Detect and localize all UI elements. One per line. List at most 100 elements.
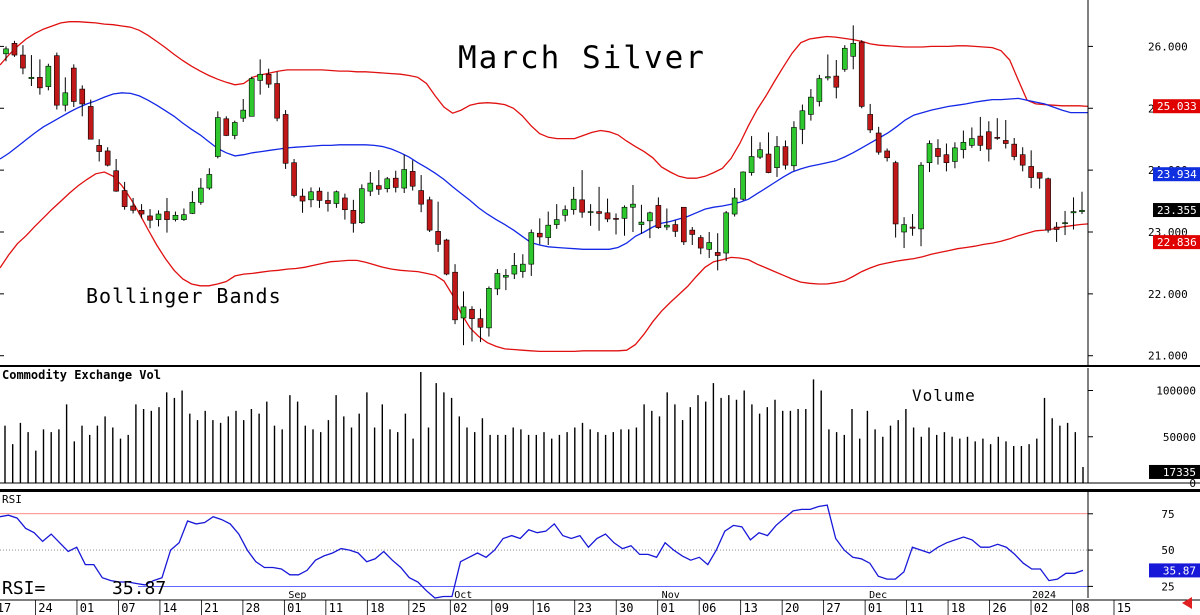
candle-body: [37, 77, 43, 89]
candle-body: [536, 232, 543, 238]
candle-body: [757, 149, 763, 158]
candle-body: [384, 178, 391, 189]
x-tick-label: 25: [412, 601, 426, 615]
volume-bars: [4, 372, 1084, 483]
scroll-back-arrow-icon[interactable]: [1182, 597, 1192, 609]
price-tag: [1153, 167, 1200, 182]
price-y-axis: 26.00025.00024.00023.00022.00021.00025.0…: [0, 0, 1200, 365]
candle-body: [808, 96, 814, 115]
candle-body: [257, 73, 263, 81]
candle-body: [570, 198, 577, 211]
candle-body: [333, 191, 340, 204]
candle-body: [672, 224, 679, 232]
chart-title: March Silver: [458, 40, 706, 76]
x-tick-label: 02: [1034, 601, 1048, 615]
x-tick-label: 21: [204, 601, 218, 615]
candle-body: [138, 210, 145, 215]
candle-body: [799, 110, 806, 130]
candle-body: [774, 146, 780, 168]
candle-body: [198, 187, 204, 203]
volume-last-label: 17335: [1163, 466, 1196, 479]
candle-body: [1028, 166, 1034, 178]
candle-body: [528, 232, 535, 265]
rsi-readout-value: 35.87: [112, 578, 167, 599]
candle-body: [265, 73, 272, 85]
candle-body: [791, 127, 797, 167]
candle-body: [452, 271, 458, 321]
candle-body: [130, 205, 136, 211]
candle-body: [147, 215, 153, 221]
x-tick-label: 09: [495, 601, 509, 615]
x-tick-label: 11: [329, 601, 343, 615]
bollinger-lower-band: [0, 171, 1089, 353]
rsi-readout: RSI= 35.87: [2, 578, 166, 599]
volume-last-tag: [1149, 464, 1200, 479]
candle-body: [96, 145, 102, 152]
candle-body: [664, 224, 670, 228]
candle-body: [11, 43, 18, 56]
rsi-y-axis: 75 50 25 35.87: [0, 492, 1200, 600]
candle-body: [503, 274, 509, 278]
volume-panel-title: Commodity Exchange Vol: [2, 368, 161, 382]
candle-body: [443, 239, 450, 275]
x-tick-label: 17: [0, 601, 11, 615]
x-tick-label: 18: [951, 601, 965, 615]
candle-body: [604, 212, 611, 220]
candle-body: [240, 109, 247, 119]
candle-body: [841, 47, 848, 70]
price-tick-label: 26.000: [1148, 40, 1188, 53]
candle-body: [299, 195, 306, 202]
x-tick-label: 18: [370, 601, 384, 615]
x-tick-label: 26: [992, 601, 1006, 615]
candle-body: [875, 132, 882, 153]
volume-tick-label: 50000: [1163, 431, 1196, 444]
candle-body: [587, 211, 594, 213]
price-tag-label: 23.355: [1157, 204, 1197, 217]
candle-body: [189, 201, 196, 214]
candle-body: [20, 54, 26, 69]
candle-body: [1079, 210, 1085, 212]
candle-body: [181, 214, 187, 220]
candle-body: [1045, 178, 1051, 231]
volume-y-axis: 10000050000017335: [1087, 368, 1200, 490]
candle-body: [697, 237, 704, 249]
x-month-label: 2024: [1032, 590, 1056, 601]
candle-body: [765, 153, 772, 173]
price-tag-label: 22.836: [1157, 236, 1197, 249]
rsi-tick-label: 50: [1161, 544, 1174, 557]
candle-body: [562, 209, 568, 216]
x-month-label: Oct: [454, 590, 472, 601]
candle-body: [172, 214, 179, 220]
candle-body: [901, 224, 907, 233]
candle-body: [121, 190, 128, 207]
candle-body: [1062, 222, 1068, 225]
rsi-readout-box: [0, 576, 138, 600]
candle-body: [70, 67, 77, 102]
candle-body: [426, 199, 433, 231]
x-tick-label: 15: [1117, 601, 1131, 615]
candle-body: [1053, 226, 1060, 230]
panel-frames: [0, 365, 1200, 492]
price-tag-label: 23.934: [1157, 168, 1197, 181]
candle-body: [223, 118, 230, 136]
candle-body: [986, 131, 992, 150]
candle-body: [926, 143, 933, 164]
x-tick-label: 20: [785, 601, 799, 615]
candle-body: [850, 43, 857, 57]
candle-body: [1019, 154, 1026, 166]
candle-body: [952, 147, 958, 162]
x-month-label: Sep: [288, 590, 306, 601]
x-tick-label: 07: [121, 601, 135, 615]
candle-body: [892, 162, 899, 225]
candle-body: [367, 182, 374, 192]
candle-body: [833, 75, 840, 88]
candle-body: [545, 224, 552, 238]
candle-body: [155, 213, 162, 220]
x-tick-label: 08: [1075, 601, 1089, 615]
x-month-label: Nov: [662, 590, 680, 601]
x-tick-label: 01: [660, 601, 674, 615]
candle-body: [782, 146, 789, 166]
candle-body: [825, 76, 831, 79]
candle-body: [655, 205, 662, 228]
